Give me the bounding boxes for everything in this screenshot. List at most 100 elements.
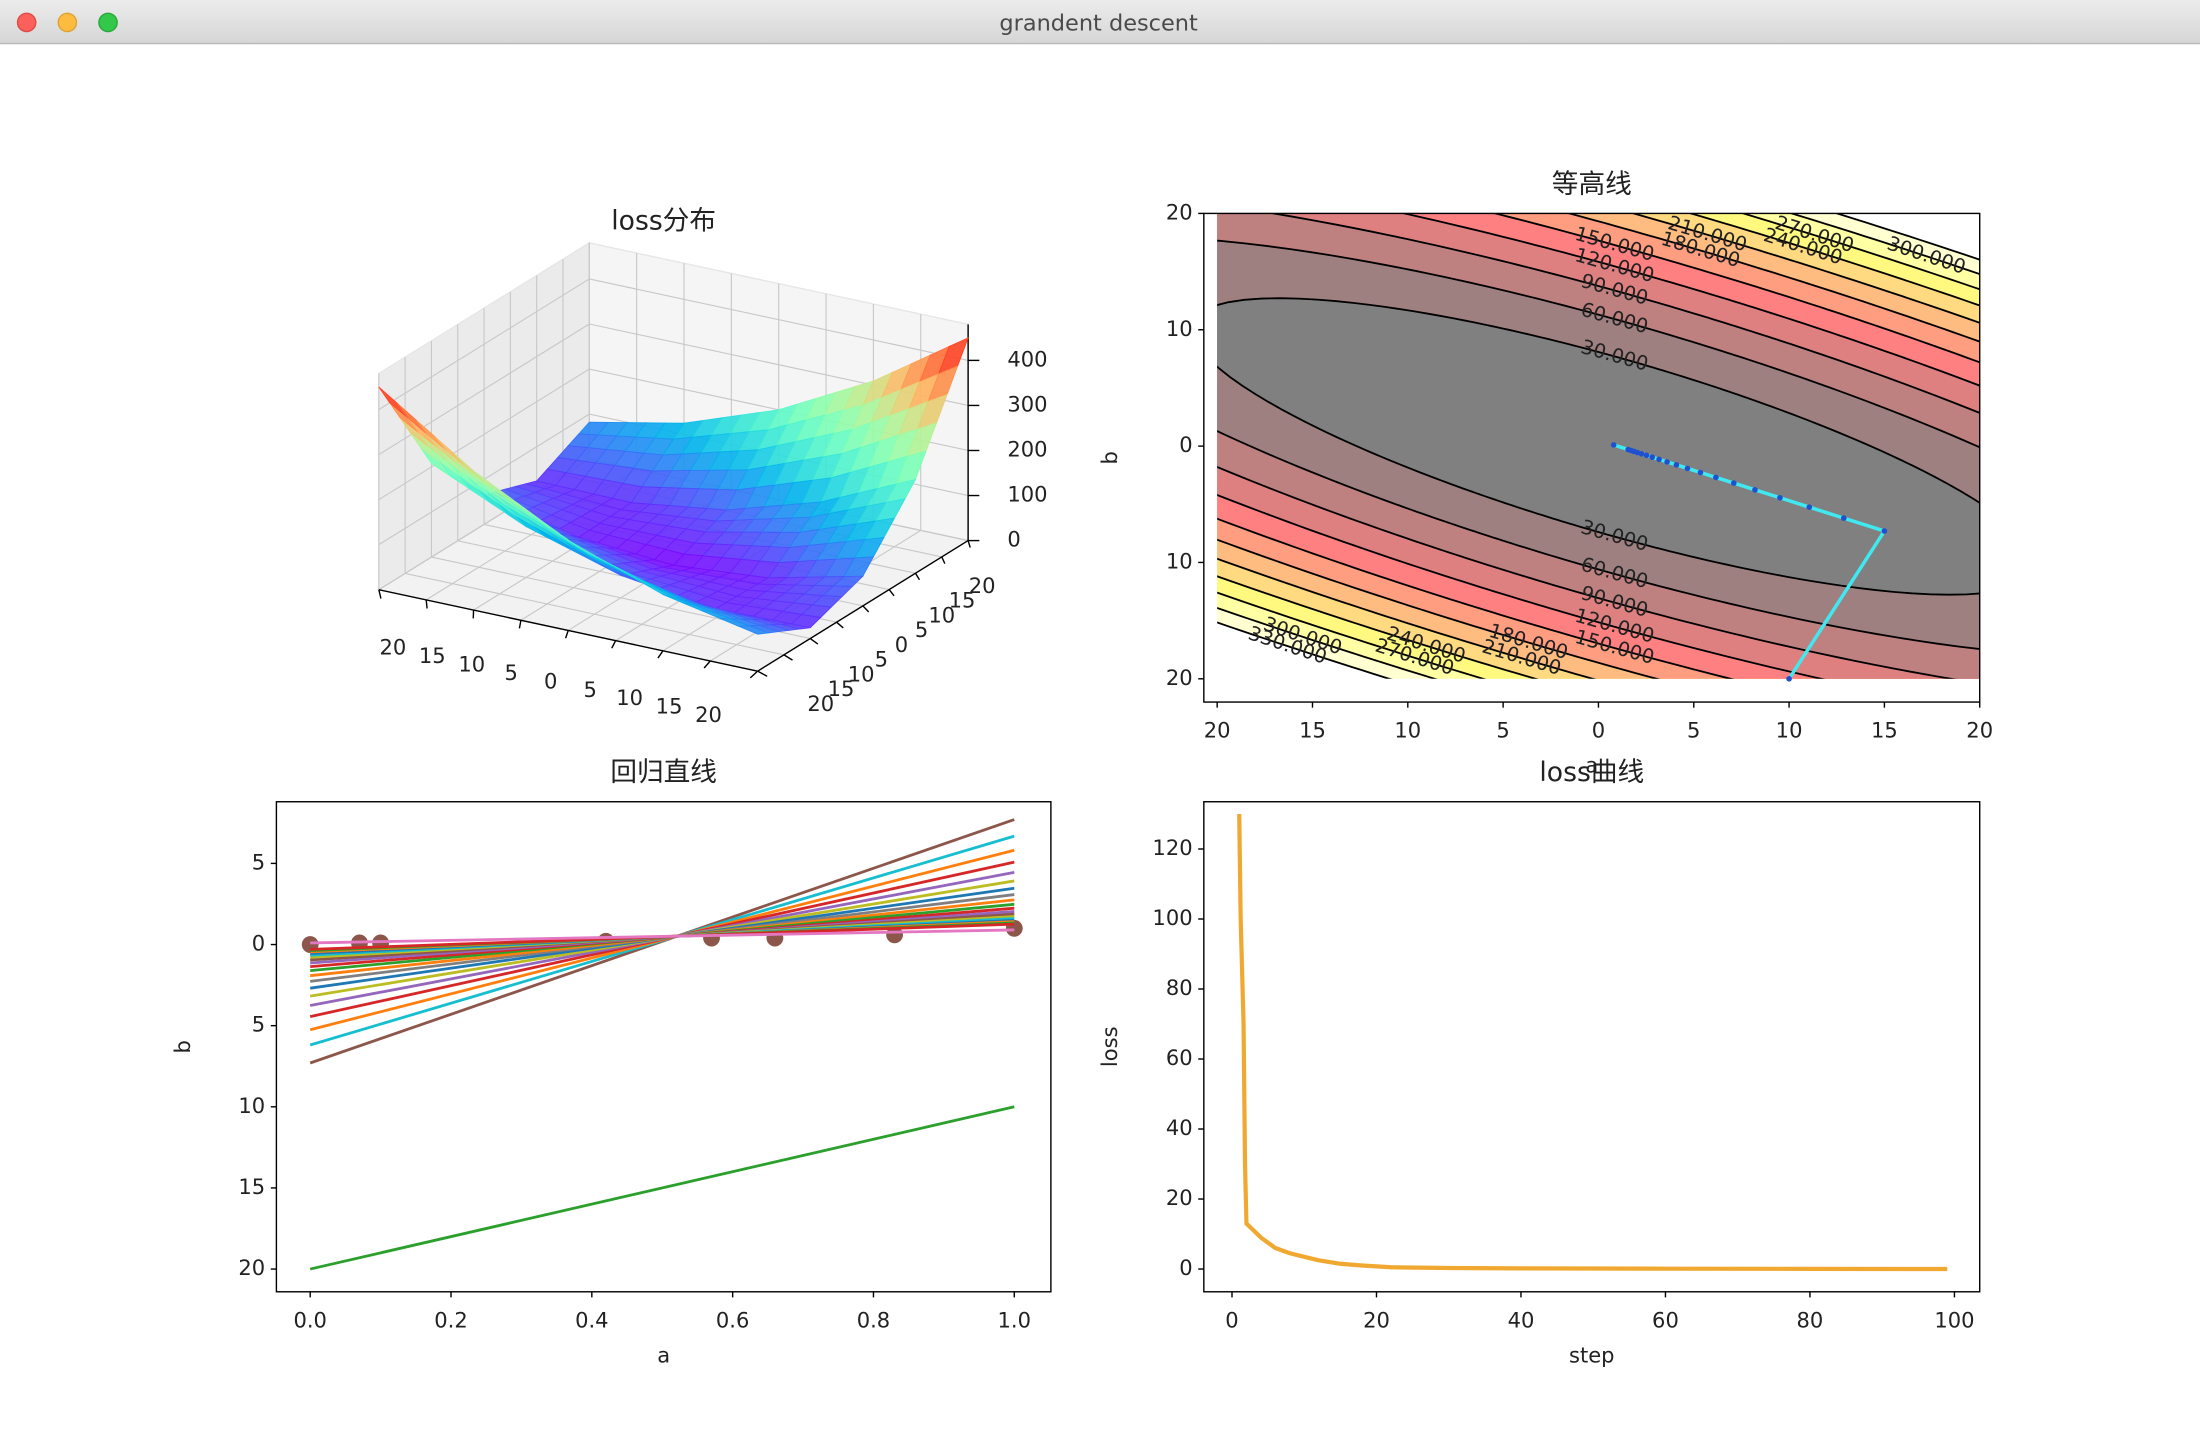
x-tick-label: 15 [1871, 718, 1898, 743]
z-tick-label: 400 [1007, 346, 1047, 371]
trajectory-point [1610, 442, 1617, 448]
chart-title: loss分布 [611, 205, 716, 236]
x-tick-label: 20 [1363, 1307, 1390, 1332]
axes-frame [1203, 801, 1981, 1293]
y-tick-label: 5 [252, 849, 265, 874]
contour-line [1217, 213, 1980, 679]
trajectory-point [1786, 675, 1792, 682]
y-tick-label: 20 [1166, 665, 1193, 690]
y-tick-label: 5 [915, 617, 928, 642]
z-tick-label: 0 [1007, 527, 1020, 552]
x-tick [378, 589, 382, 599]
plot-data [301, 818, 1023, 1271]
y-axis-label: b [1097, 451, 1122, 464]
x-tick-label: 10 [458, 652, 485, 677]
x-tick-label: 0 [1225, 1307, 1238, 1332]
x-tick-label: 100 [1934, 1307, 1974, 1332]
contour-line [1217, 213, 1980, 679]
contour-line [1217, 239, 1980, 650]
x-tick-label: 0.2 [434, 1307, 467, 1332]
x-axis-label: step [1569, 1342, 1615, 1367]
x-tick-label: 10 [616, 685, 643, 710]
y-tick-label: 10 [1166, 548, 1193, 573]
z-tick-label: 200 [1007, 436, 1047, 461]
y-tick-label: 0 [1179, 1255, 1192, 1280]
x-tick-label: 60 [1652, 1307, 1679, 1332]
x-tick-label: 80 [1797, 1307, 1824, 1332]
x-tick-label: 20 [379, 635, 406, 660]
zoom-button[interactable] [98, 12, 118, 33]
regression-line [310, 928, 1015, 945]
contour-band [1217, 298, 1980, 595]
y-tick [783, 654, 793, 661]
y-tick-label: 20 [807, 691, 834, 716]
trajectory-point [1673, 462, 1680, 468]
x-tick-label: 20 [1966, 718, 1993, 743]
x-tick-label: 15 [1299, 718, 1326, 743]
contour-line [1217, 213, 1980, 679]
x-tick-label: 0.0 [293, 1307, 326, 1332]
y-tick-label: 100 [1152, 905, 1192, 930]
y-tick-label: 80 [1166, 975, 1193, 1000]
y-tick [967, 540, 971, 548]
surface-patch [738, 625, 769, 635]
y-tick-label: 20 [238, 1255, 265, 1280]
x-tick [657, 650, 664, 659]
y-tick-label: 120 [1152, 835, 1192, 860]
x-axis-label: a [657, 1342, 670, 1367]
grid-line [589, 278, 969, 361]
x-tick [749, 670, 759, 679]
y-axis-label: b [170, 1040, 195, 1053]
x-tick-label: 0.6 [716, 1307, 749, 1332]
window-title: grandent descent [999, 10, 1198, 36]
y-axis-line [757, 539, 969, 672]
x-tick-label: 5 [583, 677, 596, 702]
trajectory-point [1625, 446, 1631, 453]
y-tick [914, 572, 921, 581]
y-tick-label: 0 [895, 632, 908, 657]
y-tick [757, 670, 768, 677]
plot-area [1203, 801, 1980, 1292]
x-tick-label: 0 [1592, 718, 1605, 743]
plot-data [1237, 813, 1948, 1272]
contour-line [1217, 213, 1980, 679]
x-tick-label: 5 [1496, 718, 1509, 743]
title-bar [0, 0, 2200, 44]
x-tick [425, 599, 428, 609]
trajectory-point [1697, 469, 1704, 476]
plot-data: 30.00030.00060.00060.00090.00090.000120.… [1217, 213, 1980, 682]
axes-frame [275, 801, 1052, 1293]
data-point [886, 926, 904, 944]
grid-line [405, 572, 785, 656]
trajectory-point [1881, 528, 1888, 534]
y-tick-label: 10 [848, 661, 875, 686]
y-tick-label: 60 [1166, 1045, 1193, 1070]
y-tick-label: 10 [1166, 316, 1193, 341]
y-tick-label: 40 [1166, 1115, 1193, 1140]
trajectory-point [1664, 459, 1670, 465]
x-tick-label: 0 [544, 668, 557, 693]
trajectory-point [1643, 452, 1650, 459]
y-tick-label: 15 [828, 676, 855, 701]
x-axis-line [378, 589, 758, 672]
trajectory-point [1684, 465, 1691, 472]
x-tick [703, 660, 711, 669]
x-tick-label: 1.0 [998, 1307, 1031, 1332]
y-tick-label: 10 [238, 1093, 265, 1118]
x-tick-label: 15 [656, 694, 683, 719]
grid-line [378, 368, 590, 501]
y-tick [809, 637, 819, 645]
x-tick-label: 5 [505, 660, 518, 685]
minimize-button[interactable] [57, 12, 78, 33]
trajectory-point [1777, 494, 1783, 501]
x-axis-label: a [1585, 753, 1598, 778]
y-tick-label: 15 [238, 1174, 265, 1199]
chart-title: loss曲线 [1539, 757, 1644, 788]
figure: 20 15 10 5 0 5 10 15 20 2015105051015200100200300… [170, 169, 1993, 1368]
trajectory-point [1649, 454, 1656, 460]
y-axis-label: loss [1097, 1026, 1122, 1067]
trajectory-point [1840, 515, 1847, 521]
close-button[interactable] [16, 12, 37, 33]
chart-title: 回归直线 [610, 757, 717, 788]
